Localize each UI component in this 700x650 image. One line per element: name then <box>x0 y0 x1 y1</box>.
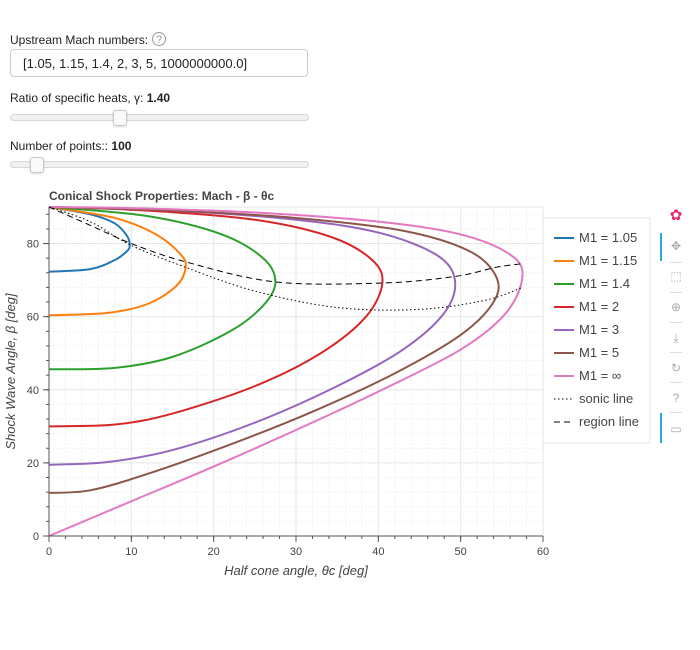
series-line-1 <box>48 206 187 317</box>
y-tick-label: 20 <box>27 458 39 470</box>
series-line-2 <box>48 206 277 371</box>
points-slider-handle[interactable] <box>30 157 45 173</box>
toolbar-separator <box>670 352 682 353</box>
x-tick-label: 40 <box>372 546 384 558</box>
wheel-zoom-icon[interactable]: ⊕ <box>670 300 682 314</box>
series-line-5 <box>48 206 500 494</box>
toolbar-separator <box>670 292 682 293</box>
plot-frame <box>48 206 544 537</box>
x-tick-label: 20 <box>208 546 220 558</box>
mach-label: Upstream Mach numbers: <box>10 33 149 47</box>
gamma-label: Ratio of specific heats, γ: 1.40 <box>10 91 170 105</box>
pan-icon[interactable]: ✥ <box>670 239 682 253</box>
x-tick-label: 30 <box>290 546 302 558</box>
gamma-slider-track[interactable] <box>10 114 309 121</box>
x-tick-label: 10 <box>125 546 137 558</box>
points-slider-track[interactable] <box>10 161 309 168</box>
y-tick-label: 80 <box>27 239 39 251</box>
legend-item-label: M1 = 2 <box>579 299 619 314</box>
toolbar-separator <box>670 412 682 413</box>
legend-item-label: sonic line <box>579 391 633 406</box>
legend-item-label: M1 = 5 <box>579 345 619 360</box>
y-axis-label: Shock Wave Angle, β [deg] <box>3 293 18 450</box>
gamma-value: 1.40 <box>146 91 171 105</box>
x-tick-label: 50 <box>455 546 467 558</box>
toolbar-separator <box>670 322 682 323</box>
points-label: Number of points:: 100 <box>10 139 131 153</box>
help-icon[interactable]: ? <box>152 32 166 46</box>
gamma-slider-handle[interactable] <box>113 110 128 126</box>
mach-input[interactable]: [1.05, 1.15, 1.4, 2, 3, 5, 1000000000.0] <box>10 49 308 77</box>
x-tick-label: 0 <box>46 546 52 558</box>
series-line-3 <box>48 206 384 428</box>
y-tick-label: 0 <box>33 531 39 543</box>
legend-item-label: M1 = 3 <box>579 322 619 337</box>
series-line-0 <box>48 206 131 273</box>
y-tick-label: 60 <box>27 312 39 324</box>
box-zoom-icon[interactable]: ⬚ <box>670 269 682 283</box>
active-tool-indicator <box>660 413 662 443</box>
points-value: 100 <box>111 139 132 153</box>
hover-icon[interactable]: ▭ <box>670 422 682 436</box>
legend-box <box>542 217 651 444</box>
x-axis-label: Half cone angle, θc [deg] <box>224 563 368 578</box>
bokeh-logo-icon[interactable]: ✿ <box>669 207 683 224</box>
toolbar-separator <box>670 262 682 263</box>
reset-icon[interactable]: ↻ <box>670 361 682 375</box>
axes: 0 10 20 30 40 50 60 0 20 40 60 80 <box>27 207 549 558</box>
series-line-6 <box>48 206 524 537</box>
chart-title: Conical Shock Properties: Mach - β - θc <box>49 189 275 203</box>
toolbar-separator <box>670 382 682 383</box>
points-label-text: Number of points:: <box>10 139 109 153</box>
x-tick-label: 60 <box>537 546 549 558</box>
gamma-label-text: Ratio of specific heats, γ: <box>10 91 144 105</box>
series-line-8 <box>48 206 523 285</box>
legend-item-label: M1 = 1.15 <box>579 253 637 268</box>
legend-item-label: region line <box>579 414 639 429</box>
legend-item-label: M1 = 1.4 <box>579 276 630 291</box>
series-group <box>48 206 524 537</box>
series-line-7 <box>48 206 523 311</box>
legend: M1 = 1.05 M1 = 1.15 M1 = 1.4 M1 = 2 M1 = 3 M1… <box>542 217 651 444</box>
y-tick-label: 40 <box>27 385 39 397</box>
help-icon[interactable]: ? <box>672 391 680 405</box>
legend-item-label: M1 = 1.05 <box>579 230 637 245</box>
legend-item-label: M1 = ∞ <box>579 368 621 383</box>
save-icon[interactable]: ⤓ <box>673 331 679 345</box>
series-line-4 <box>48 206 457 466</box>
active-tool-indicator <box>660 233 662 261</box>
grid <box>48 207 544 537</box>
